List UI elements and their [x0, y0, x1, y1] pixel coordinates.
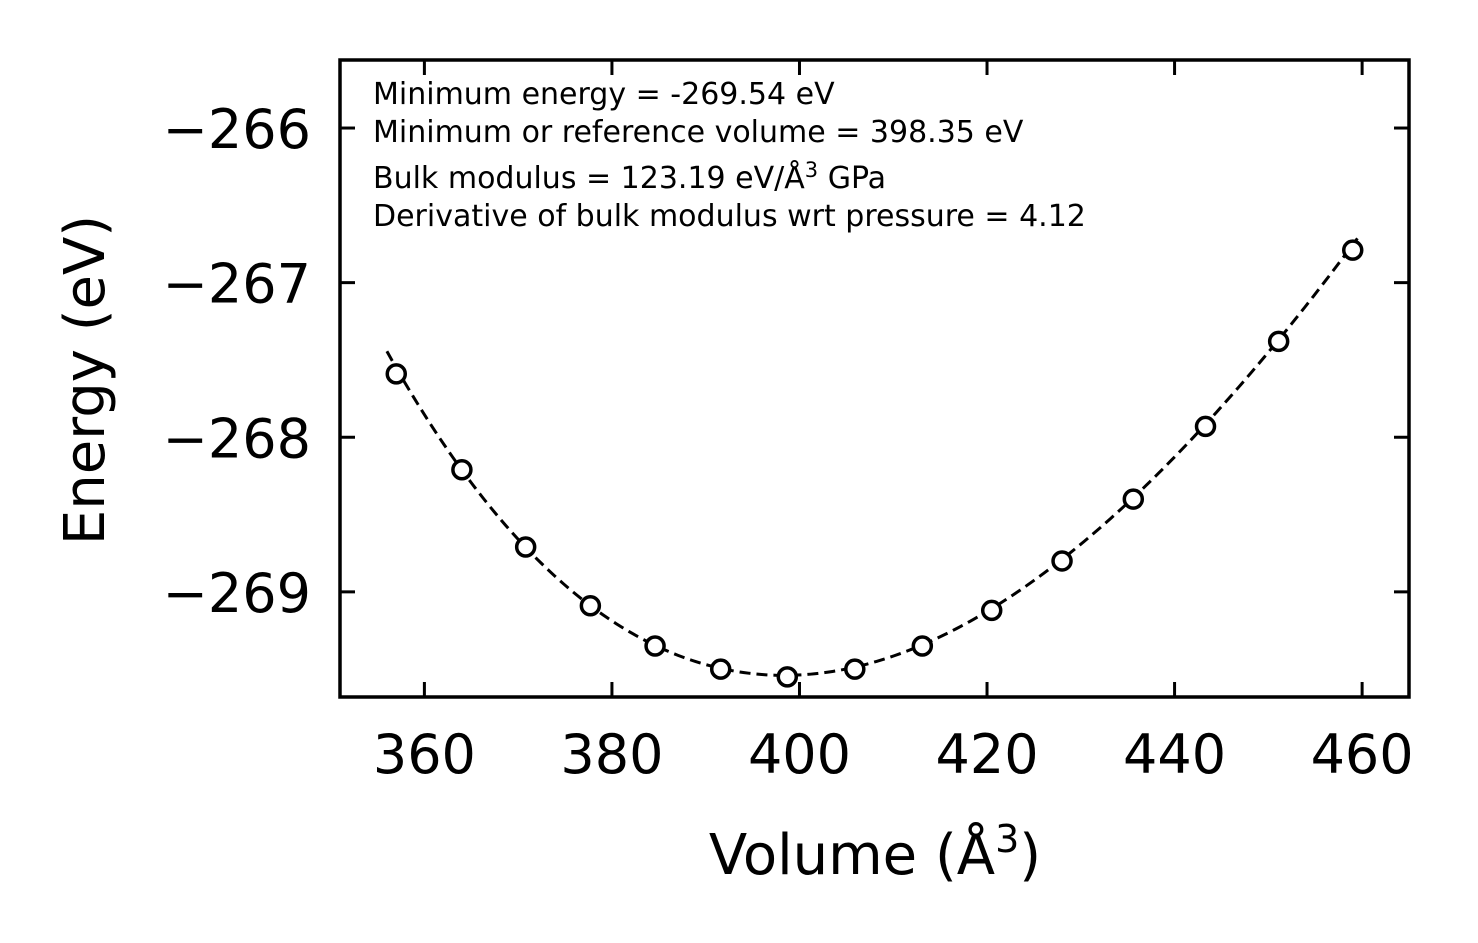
fit-layer	[385, 237, 1359, 677]
data-point-7	[844, 658, 866, 680]
x-tick-label-2: 400	[748, 723, 851, 786]
data-point-3	[579, 595, 602, 617]
annotation-ref-volume: Minimum or reference volume = 398.35 eV	[373, 115, 1024, 150]
annotation-bulk-derivative: Derivative of bulk modulus wrt pressure …	[373, 199, 1086, 234]
y-tick-label-2: −268	[163, 407, 311, 470]
x-axis-label-main: Volume (Å	[709, 822, 995, 888]
data-point-13	[1267, 330, 1290, 353]
y-tick-label-3: −269	[163, 562, 311, 625]
eos-fit-line	[385, 237, 1359, 677]
x-tick-label-0: 360	[373, 723, 476, 786]
data-point-10	[1051, 550, 1073, 572]
data-point-12	[1194, 415, 1217, 438]
x-axis-label: Volume (Å3)	[709, 817, 1041, 888]
data-point-6	[776, 666, 799, 688]
y-axis-label: Energy (eV)	[53, 215, 118, 545]
x-tick-label-5: 460	[1311, 723, 1414, 786]
x-tick-label-1: 380	[560, 723, 663, 786]
ticks-layer: 360 380 400 420 440 460 −266 −267 −268 −269	[163, 60, 1414, 786]
annotation-min-energy: Minimum energy = -269.54 eV	[373, 77, 835, 112]
data-point-14	[1341, 239, 1364, 261]
y-tick-label-1: −267	[163, 253, 311, 316]
data-point-11	[1122, 488, 1145, 510]
data-point-8	[911, 635, 934, 657]
x-tick-label-3: 420	[935, 723, 1038, 786]
y-tick-label-0: −266	[163, 98, 311, 161]
data-point-1	[451, 458, 473, 481]
data-point-5	[709, 658, 732, 680]
annotation-box: Minimum energy = -269.54 eV Minimum or r…	[373, 77, 1086, 234]
plot-frame	[338, 58, 1411, 699]
data-point-4	[644, 635, 666, 657]
x-tick-label-4: 440	[1123, 723, 1226, 786]
points-layer	[385, 239, 1364, 688]
annotation-bulk-modulus-main: Bulk modulus = 123.19 eV/Å	[373, 160, 805, 196]
data-point-9	[980, 599, 1003, 622]
annotation-bulk-modulus: Bulk modulus = 123.19 eV/Å3 GPa	[373, 158, 886, 196]
annotation-bulk-modulus-unit: GPa	[818, 161, 886, 196]
x-axis-label-exp: 3	[995, 817, 1019, 861]
data-point-2	[514, 536, 537, 558]
data-point-0	[385, 363, 408, 385]
annotation-bulk-modulus-exp: 3	[805, 158, 818, 182]
x-axis-label-close: )	[1019, 823, 1041, 888]
